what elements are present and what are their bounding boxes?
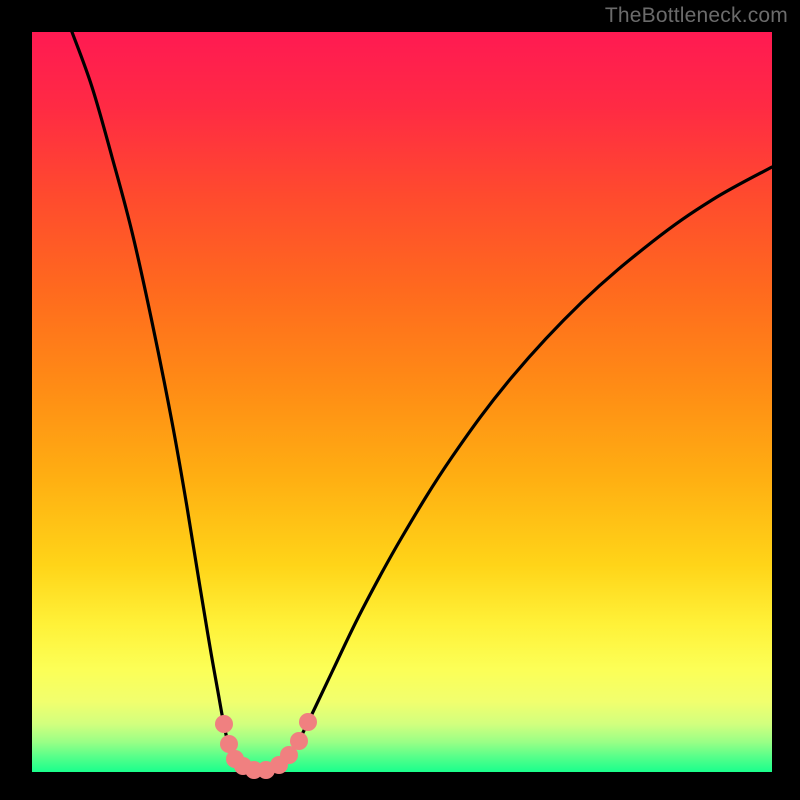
curve-left-branch <box>72 32 252 772</box>
chart-frame: TheBottleneck.com <box>0 0 800 800</box>
curve-right-branch <box>252 167 772 772</box>
plot-area <box>32 32 772 772</box>
marker-dot <box>290 732 308 750</box>
marker-dot <box>299 713 317 731</box>
marker-dot <box>215 715 233 733</box>
curve-overlay <box>32 32 772 772</box>
watermark-text: TheBottleneck.com <box>605 4 788 28</box>
